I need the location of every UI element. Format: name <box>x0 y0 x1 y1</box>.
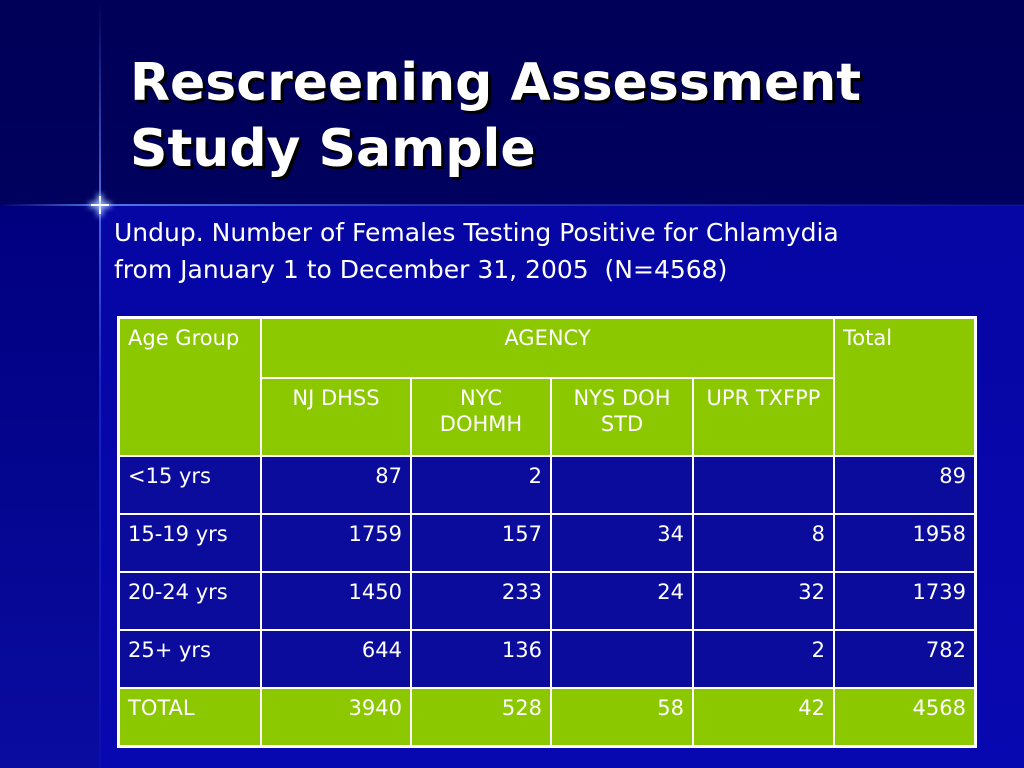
table-cell: 34 <box>551 514 693 572</box>
age-group-header: Age Group <box>119 318 261 456</box>
table-row: 20-24 yrs 1450 233 24 32 1739 <box>119 572 975 630</box>
column-header-nyc-dohmh: NYC DOHMH <box>411 378 551 456</box>
table-total-row: TOTAL 3940 528 58 42 4568 <box>119 688 975 746</box>
table-cell: 32 <box>693 572 834 630</box>
table-cell: 1759 <box>261 514 411 572</box>
column-header-upr-txfpp: UPR TXFPP <box>693 378 834 456</box>
row-label: 15-19 yrs <box>119 514 261 572</box>
table-cell: 1450 <box>261 572 411 630</box>
total-row-label: TOTAL <box>119 688 261 746</box>
row-total-cell: 89 <box>834 456 975 514</box>
table-cell <box>551 630 693 688</box>
row-total-cell: 782 <box>834 630 975 688</box>
total-cell: 58 <box>551 688 693 746</box>
table-row: 15-19 yrs 1759 157 34 8 1958 <box>119 514 975 572</box>
sparkle-icon <box>91 196 109 214</box>
row-total-cell: 1739 <box>834 572 975 630</box>
total-cell: 42 <box>693 688 834 746</box>
column-header-nj-dhss: NJ DHSS <box>261 378 411 456</box>
table-subheader-row: NJ DHSS NYC DOHMH NYS DOH STD UPR TXFPP <box>119 378 975 456</box>
slide-subtitle: Undup. Number of Females Testing Positiv… <box>114 218 839 284</box>
table-cell: 24 <box>551 572 693 630</box>
agency-header: AGENCY <box>261 318 834 378</box>
table-cell <box>551 456 693 514</box>
row-label: 20-24 yrs <box>119 572 261 630</box>
table-row: 25+ yrs 644 136 2 782 <box>119 630 975 688</box>
table-cell: 2 <box>693 630 834 688</box>
grand-total-cell: 4568 <box>834 688 975 746</box>
table-row: <15 yrs 87 2 89 <box>119 456 975 514</box>
total-cell: 528 <box>411 688 551 746</box>
total-cell: 3940 <box>261 688 411 746</box>
total-header: Total <box>834 318 975 456</box>
row-total-cell: 1958 <box>834 514 975 572</box>
row-label: 25+ yrs <box>119 630 261 688</box>
decorative-vertical-line <box>99 0 101 768</box>
table-cell: 136 <box>411 630 551 688</box>
table-cell <box>693 456 834 514</box>
table-cell: 8 <box>693 514 834 572</box>
column-header-nys-doh-std: NYS DOH STD <box>551 378 693 456</box>
row-label: <15 yrs <box>119 456 261 514</box>
table-header-row: Age Group AGENCY Total <box>119 318 975 456</box>
slide-title: Rescreening Assessment Study Sample <box>130 53 862 179</box>
table-cell: 87 <box>261 456 411 514</box>
table-cell: 2 <box>411 456 551 514</box>
table-cell: 233 <box>411 572 551 630</box>
table-cell: 644 <box>261 630 411 688</box>
decorative-horizontal-line <box>0 204 1024 206</box>
header-band <box>0 0 1024 205</box>
table-cell: 157 <box>411 514 551 572</box>
data-table: Age Group AGENCY Total NJ DHSS NYC DOHMH… <box>117 316 977 748</box>
